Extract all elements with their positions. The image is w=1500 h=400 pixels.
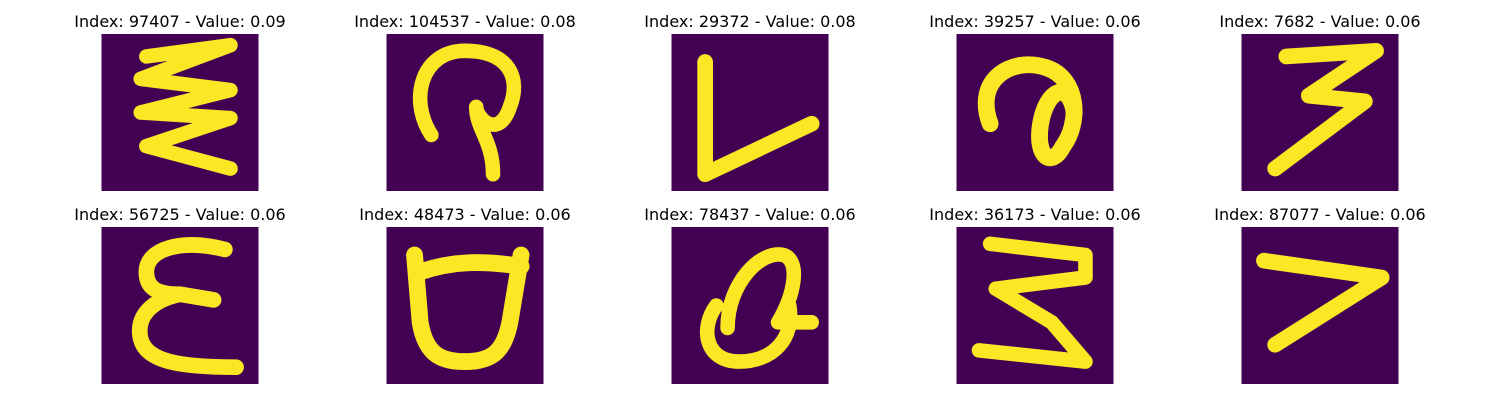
digit-image xyxy=(956,227,1114,384)
digit-image xyxy=(386,227,544,384)
panel-title: Index: 29372 - Value: 0.08 xyxy=(644,12,856,31)
digit-image xyxy=(671,34,829,191)
panel-title: Index: 48473 - Value: 0.06 xyxy=(359,205,571,224)
panel-title: Index: 78437 - Value: 0.06 xyxy=(644,205,856,224)
panel-title: Index: 36173 - Value: 0.06 xyxy=(929,205,1141,224)
panel-title: Index: 39257 - Value: 0.06 xyxy=(929,12,1141,31)
digit-image xyxy=(101,34,259,191)
panel-title: Index: 7682 - Value: 0.06 xyxy=(1219,12,1421,31)
digit-image xyxy=(1241,227,1399,384)
panel-title: Index: 56725 - Value: 0.06 xyxy=(74,205,286,224)
digit-image xyxy=(671,227,829,384)
panel-title: Index: 104537 - Value: 0.08 xyxy=(354,12,576,31)
panel-title: Index: 97407 - Value: 0.09 xyxy=(74,12,286,31)
digit-image xyxy=(386,34,544,191)
digit-image xyxy=(956,34,1114,191)
panel-title: Index: 87077 - Value: 0.06 xyxy=(1214,205,1426,224)
digit-image xyxy=(101,227,259,384)
digit-image xyxy=(1241,34,1399,191)
